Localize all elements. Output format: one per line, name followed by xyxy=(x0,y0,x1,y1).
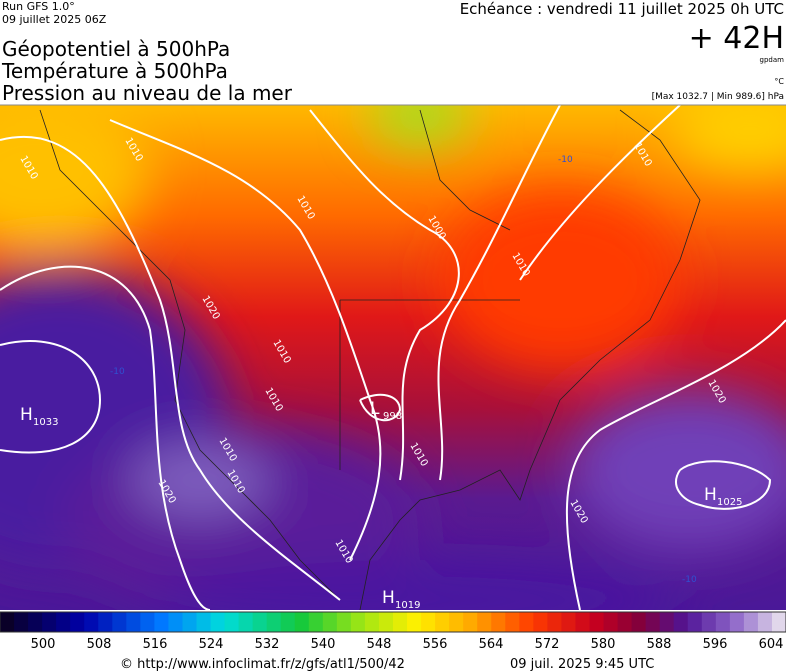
colorbar-label: 564 xyxy=(479,637,504,652)
colorbar-label: 548 xyxy=(367,637,392,652)
colorbar-swatch xyxy=(561,612,576,632)
colorbar-label: 556 xyxy=(423,637,448,652)
center-letter: H xyxy=(20,405,33,425)
colorbar-swatch xyxy=(687,612,703,632)
colorbar-swatch xyxy=(421,612,436,632)
colorbar-swatch xyxy=(407,612,422,632)
colorbar-swatch xyxy=(393,612,408,632)
field: Température à 500hPa xyxy=(1,59,228,83)
colorbar-swatch xyxy=(14,612,29,632)
colorbar-swatch xyxy=(575,612,590,632)
colorbar-swatch xyxy=(126,612,141,632)
colorbar-swatch xyxy=(210,612,226,632)
temperature-label: -10 xyxy=(558,155,573,165)
unit-geo: gpdam xyxy=(760,56,785,64)
unit-temp: °C xyxy=(774,77,784,86)
colorbar-swatch xyxy=(98,612,113,632)
colorbar-swatch xyxy=(0,612,15,632)
center-value: 998 xyxy=(383,411,402,422)
colorbar-swatch xyxy=(294,612,310,632)
colorbar-swatch xyxy=(757,612,773,632)
colorbar xyxy=(0,612,786,632)
colorbar-swatch xyxy=(224,612,240,632)
colorbar-swatch xyxy=(673,612,689,632)
colorbar-swatch xyxy=(252,612,268,632)
colorbar-swatch xyxy=(280,612,296,632)
colorbar-swatch xyxy=(70,612,85,632)
colorbar-label: 532 xyxy=(255,637,280,652)
colorbar-swatch xyxy=(547,612,562,632)
colorbar-swatch xyxy=(715,612,731,632)
colorbar-swatch xyxy=(477,612,492,632)
colorbar-swatch xyxy=(589,612,605,632)
colorbar-label: 524 xyxy=(199,637,224,652)
colorbar-swatch xyxy=(505,612,520,632)
colorbar-swatch xyxy=(631,612,647,632)
map xyxy=(0,105,786,610)
colorbar-swatch xyxy=(729,612,745,632)
colorbar-swatch xyxy=(519,612,534,632)
run-date: 09 juillet 2025 06Z xyxy=(2,13,107,26)
colorbar-swatch xyxy=(701,612,717,632)
colorbar-swatch xyxy=(266,612,282,632)
colorbar-swatch xyxy=(56,612,71,632)
pressure-range: [Max 1032.7 | Min 989.6] hPa xyxy=(652,92,784,102)
lead-time: + 42H xyxy=(689,21,784,56)
colorbar-swatch xyxy=(603,612,619,632)
colorbar-swatch xyxy=(364,612,380,632)
colorbar-swatch xyxy=(112,612,127,632)
center-value: 1019 xyxy=(395,600,420,611)
timestamp: 09 juil. 2025 9:45 UTC xyxy=(510,657,654,672)
colorbar-swatch xyxy=(378,612,394,632)
echeance: Echéance : vendredi 11 juillet 2025 0h U… xyxy=(460,0,784,18)
temperature-label: -10 xyxy=(682,575,697,585)
colorbar-swatch xyxy=(743,612,759,632)
colorbar-swatch xyxy=(168,612,183,632)
field: Géopotentiel à 500hPa xyxy=(2,37,230,61)
colorbar-label: 500 xyxy=(31,637,56,652)
colorbar-swatch xyxy=(449,612,464,632)
colorbar-label: 540 xyxy=(311,637,336,652)
center-letter: L xyxy=(370,399,380,419)
colorbar-swatch xyxy=(336,612,352,632)
colorbar-border xyxy=(0,611,786,633)
colorbar-swatch xyxy=(42,612,57,632)
colorbar-label: 508 xyxy=(87,637,112,652)
center-letter: H xyxy=(704,485,717,505)
center-value: 1033 xyxy=(33,417,58,428)
colorbar-swatch xyxy=(659,612,675,632)
colorbar-swatch xyxy=(196,612,212,632)
colorbar-swatch xyxy=(28,612,43,632)
colorbar-swatch xyxy=(350,612,366,632)
colorbar-swatch xyxy=(140,612,155,632)
colorbar-swatch xyxy=(238,612,254,632)
field: Pression au niveau de la mer xyxy=(2,81,293,105)
colorbar-label: 572 xyxy=(535,637,560,652)
colorbar-swatch xyxy=(182,612,197,632)
colorbar-swatch xyxy=(322,612,338,632)
colorbar-swatch xyxy=(463,612,478,632)
temperature-label: -10 xyxy=(110,367,125,377)
colorbar-label: 588 xyxy=(647,637,672,652)
center-value: 1025 xyxy=(717,497,742,508)
colorbar-swatch xyxy=(533,612,548,632)
source: © http://www.infoclimat.fr/z/gfs/atl1/50… xyxy=(120,657,405,672)
colorbar-label: 580 xyxy=(591,637,616,652)
colorbar-swatch xyxy=(84,612,99,632)
center-letter: H xyxy=(382,588,395,608)
colorbar-swatch xyxy=(491,612,506,632)
colorbar-label: 596 xyxy=(703,637,728,652)
colorbar-label: 604 xyxy=(759,637,784,652)
colorbar-swatch xyxy=(308,612,324,632)
colorbar-swatch xyxy=(771,612,786,632)
colorbar-swatch xyxy=(645,612,661,632)
colorbar-label: 516 xyxy=(143,637,168,652)
colorbar-swatch xyxy=(154,612,169,632)
colorbar-swatch xyxy=(435,612,450,632)
run: Run GFS 1.0° xyxy=(2,0,75,13)
colorbar-swatch xyxy=(617,612,633,632)
